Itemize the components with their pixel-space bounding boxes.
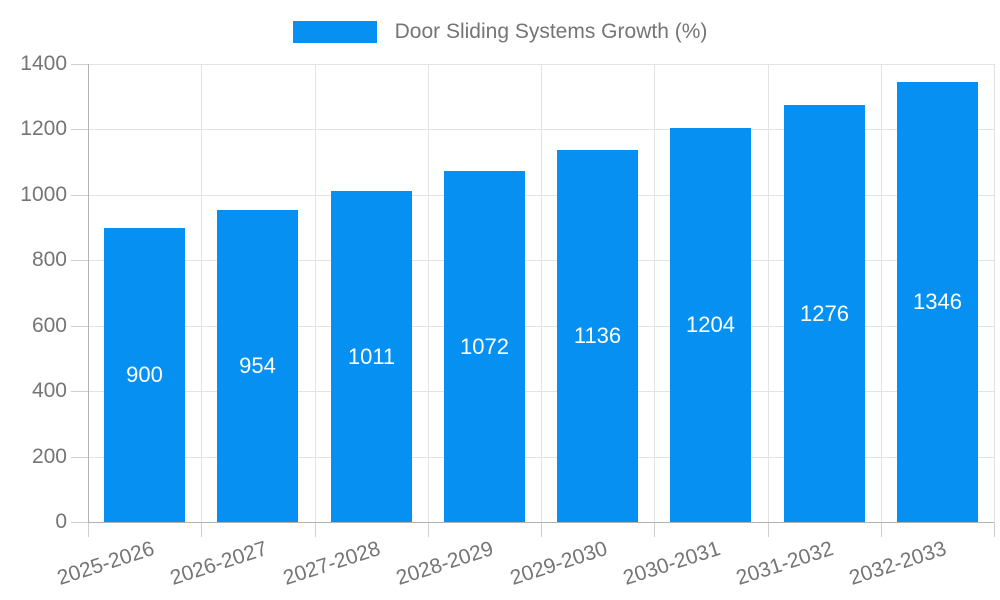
- y-axis-tick-label: 800: [31, 248, 67, 271]
- y-axis-tick-label: 600: [31, 314, 67, 337]
- bar-value-label: 1346: [913, 289, 962, 314]
- y-axis-tick-label: 0: [55, 510, 67, 533]
- bar[interactable]: 1276: [784, 105, 865, 522]
- y-axis-tick-label: 200: [31, 445, 67, 468]
- x-axis-tick: [994, 522, 995, 537]
- y-axis-tick-label: 400: [31, 379, 67, 402]
- y-axis-line: [88, 64, 89, 522]
- gridline-vertical: [768, 64, 769, 522]
- bar-value-label: 1136: [573, 323, 622, 348]
- bar[interactable]: 1072: [444, 171, 525, 522]
- gridline-vertical: [541, 64, 542, 522]
- y-axis-tick-label: 1200: [20, 117, 67, 140]
- y-axis-tick: [71, 391, 88, 392]
- bar-value-label: 1276: [800, 300, 849, 326]
- bar-value-label: 954: [239, 353, 276, 378]
- gridline-vertical: [994, 64, 995, 522]
- gridline-vertical: [428, 64, 429, 522]
- y-axis-tick-label: 1400: [20, 52, 67, 75]
- gridline-vertical: [881, 64, 882, 522]
- gridline-vertical: [315, 64, 316, 522]
- legend[interactable]: Door Sliding Systems Growth (%): [0, 20, 1000, 44]
- bar[interactable]: 1346: [897, 82, 978, 522]
- x-axis-tick: [541, 522, 542, 537]
- bar-value-label: 1011: [347, 343, 396, 369]
- bar-value-label: 1072: [460, 333, 509, 359]
- gridline-vertical: [201, 64, 202, 522]
- y-axis-tick: [71, 129, 88, 130]
- x-axis-tick: [881, 522, 882, 537]
- bar-value-label: 1204: [686, 312, 735, 337]
- y-axis-tick: [71, 195, 88, 196]
- x-axis-tick: [88, 522, 89, 537]
- y-axis-tick: [71, 260, 88, 261]
- y-axis-tick: [71, 326, 88, 327]
- bar[interactable]: 900: [104, 228, 185, 522]
- x-axis-tick: [654, 522, 655, 537]
- x-axis-line: [88, 522, 994, 523]
- x-axis-tick: [428, 522, 429, 537]
- bar[interactable]: 1011: [331, 191, 412, 522]
- y-axis-tick-label: 1000: [20, 183, 67, 206]
- x-axis-tick: [315, 522, 316, 537]
- legend-label: Door Sliding Systems Growth (%): [394, 20, 708, 43]
- bar[interactable]: 1204: [670, 128, 751, 522]
- y-axis-tick: [71, 64, 88, 65]
- legend-swatch: [292, 21, 377, 43]
- bar[interactable]: 1136: [557, 150, 638, 522]
- x-axis-tick: [768, 522, 769, 537]
- bar[interactable]: 954: [217, 210, 298, 522]
- bar-value-label: 900: [126, 362, 163, 387]
- x-axis-tick: [201, 522, 202, 537]
- y-axis-tick: [71, 522, 88, 523]
- y-axis-tick: [71, 457, 88, 458]
- gridline-vertical: [654, 64, 655, 522]
